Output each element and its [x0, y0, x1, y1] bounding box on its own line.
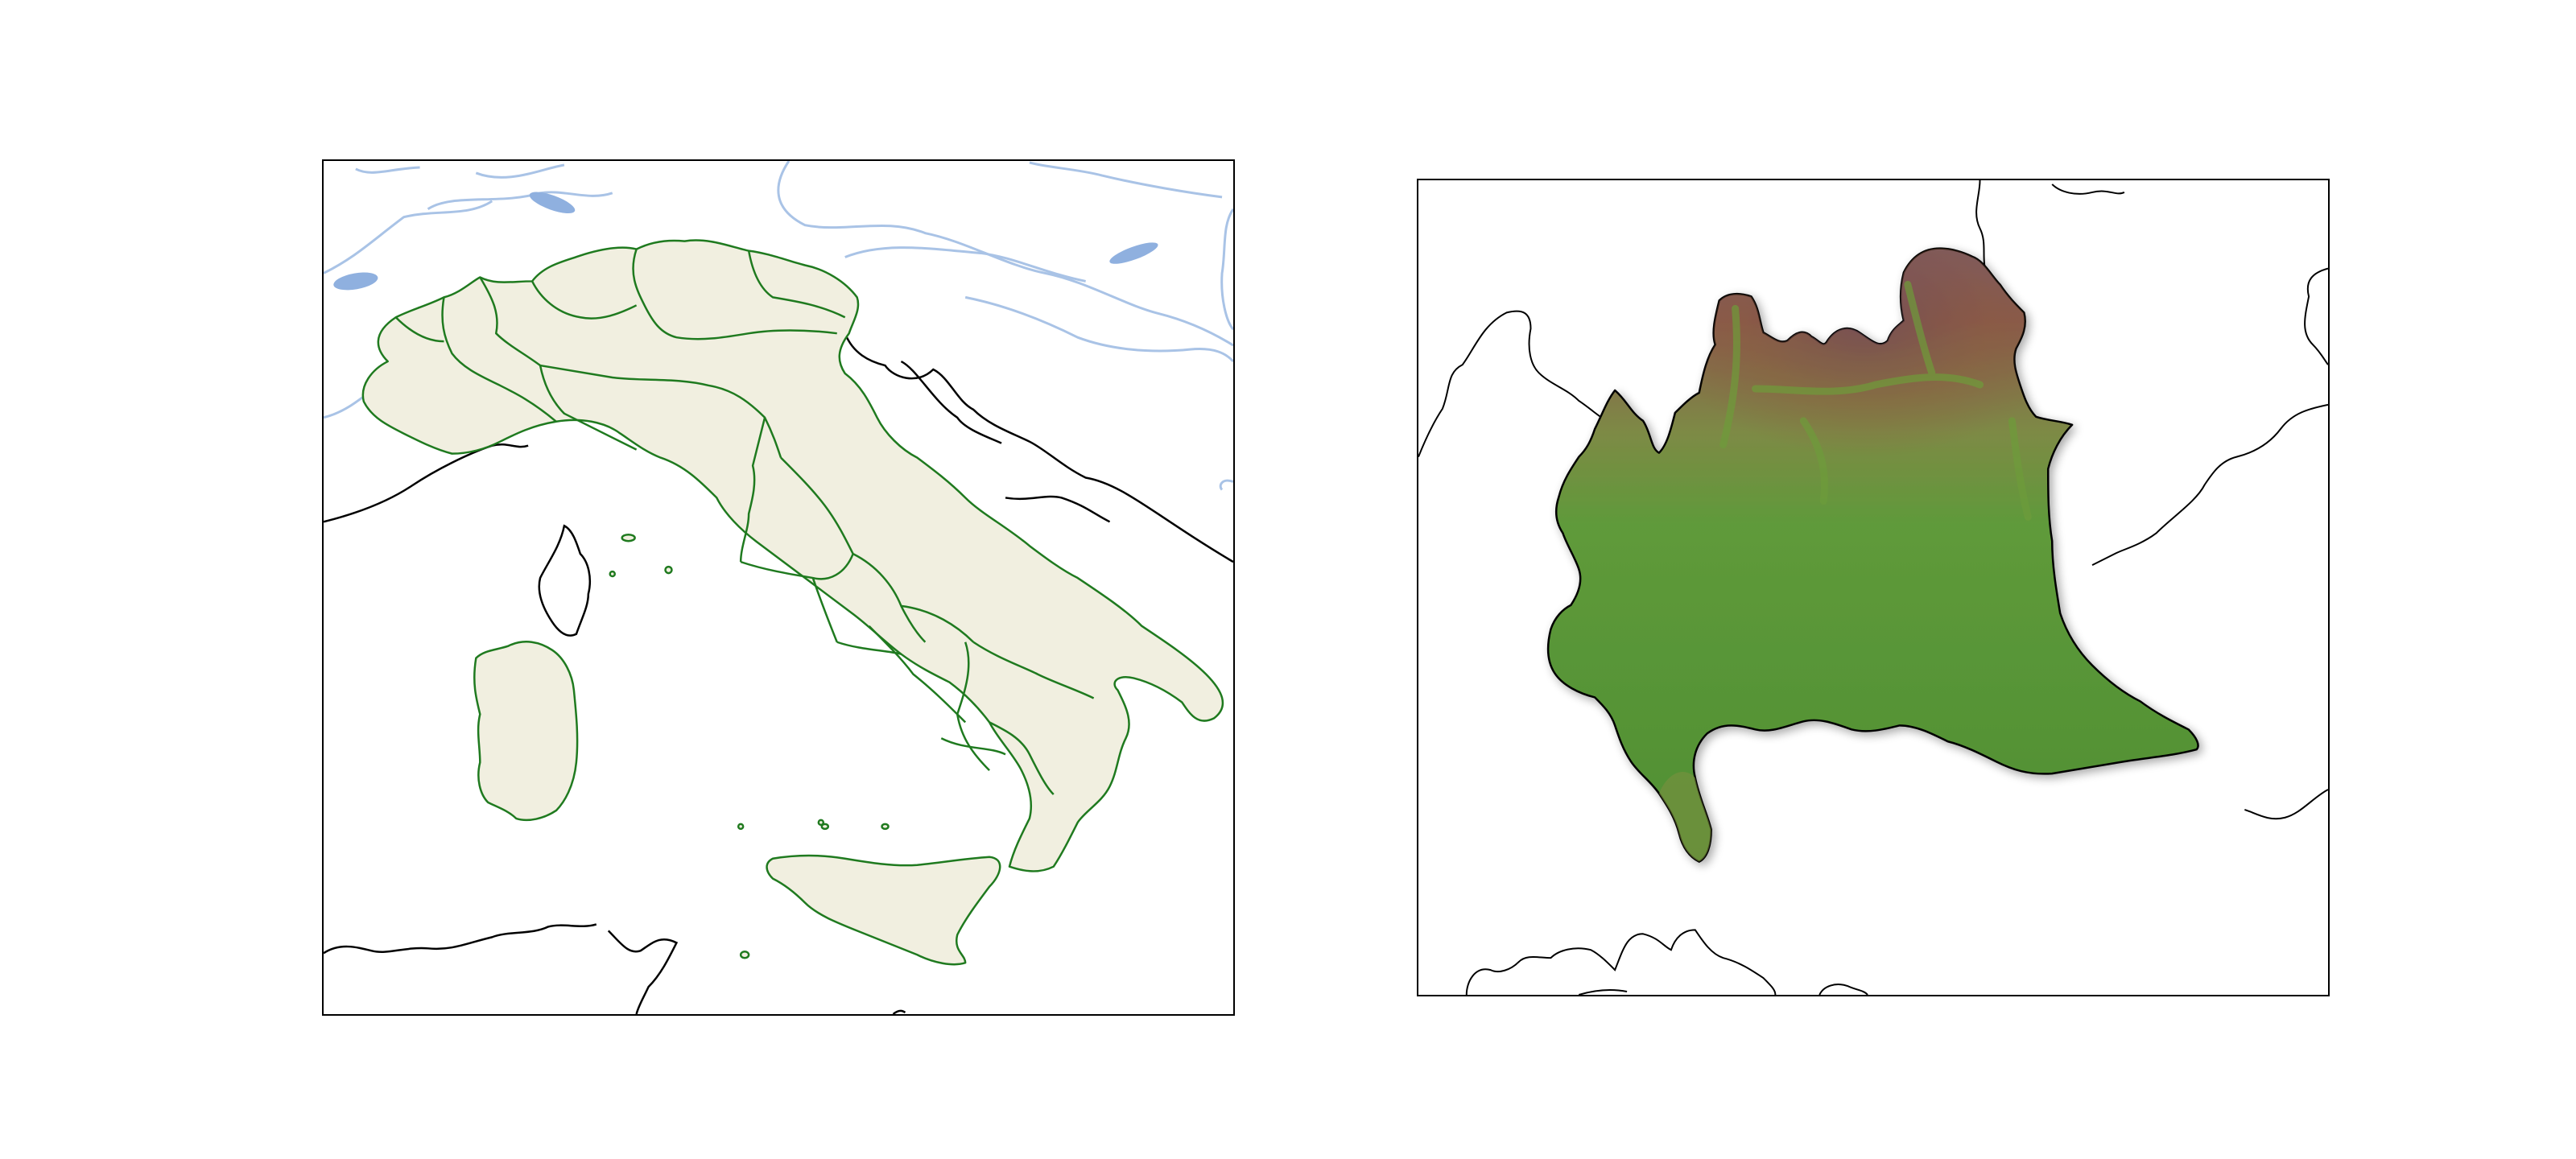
lakes	[333, 192, 1158, 291]
region-boundary	[868, 625, 967, 724]
region-boundary	[394, 316, 444, 343]
river	[1219, 479, 1233, 491]
island	[664, 565, 673, 575]
border	[1818, 984, 1868, 995]
region-boundary	[940, 737, 1006, 756]
border	[2091, 403, 2328, 567]
region-boundary	[780, 456, 854, 555]
river	[964, 295, 1233, 363]
island	[621, 534, 636, 542]
border	[1975, 180, 1989, 277]
sicily	[766, 854, 1001, 966]
region-boundary	[632, 249, 837, 340]
neighbour-borders	[1418, 180, 2328, 995]
region-boundary	[539, 365, 638, 451]
coastline	[324, 923, 597, 955]
river	[427, 191, 613, 211]
river	[1220, 208, 1233, 331]
region-boundary	[972, 641, 1095, 699]
valley	[1799, 417, 1828, 505]
border	[1465, 929, 1777, 995]
region-boundary	[747, 250, 846, 319]
valley	[2008, 417, 2032, 521]
river	[844, 246, 1086, 283]
coastline	[900, 360, 1002, 444]
lombardy-shape	[1546, 247, 2199, 863]
valley	[1719, 304, 1740, 449]
region-boundary	[539, 364, 782, 459]
island	[609, 570, 616, 578]
valley	[1904, 281, 1936, 377]
coastlines	[324, 332, 1233, 1014]
lake	[333, 272, 378, 291]
coastline	[607, 930, 679, 1014]
mainland	[361, 239, 1224, 872]
valleys	[1719, 281, 2032, 521]
lake	[529, 192, 576, 214]
italy-map-panel	[322, 159, 1235, 1016]
island	[881, 823, 890, 831]
region-boundary	[479, 276, 541, 367]
region-boundary	[852, 553, 927, 643]
border	[2051, 184, 2125, 195]
river	[324, 200, 493, 274]
region-boundaries	[394, 249, 1095, 795]
sardinia	[473, 641, 579, 822]
region-boundary	[739, 417, 766, 563]
lake	[1109, 242, 1158, 264]
valley	[1752, 373, 1984, 395]
border	[1418, 310, 1608, 458]
border	[2304, 267, 2328, 365]
coastline	[324, 443, 529, 523]
region-boundary	[989, 721, 1055, 795]
island	[737, 823, 745, 831]
coastline	[538, 524, 592, 637]
river	[355, 166, 420, 174]
lombardy-region	[1546, 247, 2199, 863]
river	[475, 163, 565, 179]
lombardy-map-svg	[1418, 180, 2328, 995]
border	[1579, 988, 1628, 995]
coastline	[892, 1009, 906, 1014]
lombardy-map-panel	[1417, 179, 2330, 996]
region-boundary	[441, 297, 557, 423]
river	[1029, 161, 1223, 199]
coastline	[1005, 495, 1111, 523]
region-boundary	[901, 604, 975, 643]
border	[2244, 789, 2328, 820]
island	[739, 951, 750, 959]
coastline	[844, 332, 1233, 563]
italy-land	[361, 239, 1224, 966]
region-boundary	[530, 280, 638, 320]
region-boundary	[740, 553, 854, 580]
italy-map-svg	[324, 161, 1233, 1014]
apennine-hills	[1658, 772, 1711, 862]
island	[820, 823, 830, 831]
island	[817, 819, 825, 827]
region-boundary	[956, 641, 990, 772]
region-boundary	[811, 577, 838, 643]
